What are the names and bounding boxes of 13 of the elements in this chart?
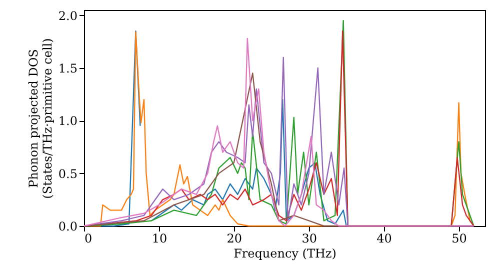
x-tick-label: 10 <box>152 232 168 246</box>
y-tick-label: 1.5 <box>58 61 78 76</box>
x-tick-label: 50 <box>452 232 467 246</box>
y-tick-label: 1.0 <box>58 114 78 128</box>
x-tick-label: 40 <box>376 232 392 246</box>
x-tick-label: 0 <box>84 232 92 246</box>
y-tick-label: 0.0 <box>58 220 78 234</box>
y-axis-title: Phonon projected DOS (States/THz·primitive cell) <box>26 38 54 199</box>
x-tick-label: 20 <box>226 232 242 246</box>
y-tick-label: 0.5 <box>58 166 78 181</box>
x-axis-title: Frequency (THz) <box>234 246 336 260</box>
x-tick-label: 30 <box>302 232 317 246</box>
y-tick-label: 2.0 <box>58 8 78 23</box>
